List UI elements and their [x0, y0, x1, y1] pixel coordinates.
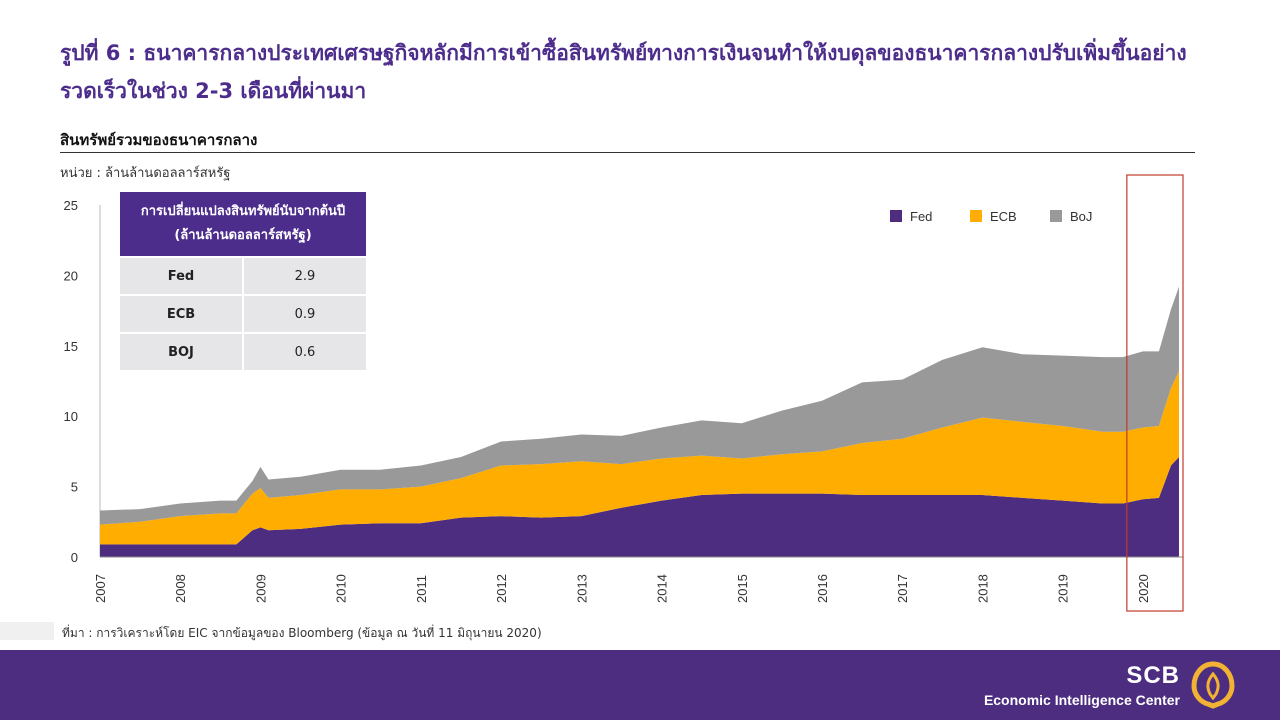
x-tick-label: 2011 [414, 575, 429, 603]
highlight-box [1126, 174, 1184, 612]
x-tick-label: 2009 [253, 574, 268, 603]
source-strip [0, 622, 54, 640]
summary-name: Fed [118, 256, 244, 296]
unit-label: หน่วย : ล้านล้านดอลลาร์สหรัฐ [60, 166, 231, 181]
x-tick-label: 2014 [655, 574, 670, 603]
footer-bar: SCB Economic Intelligence Center [0, 650, 1280, 720]
x-tick-label: 2020 [1136, 574, 1151, 603]
x-tick-label: 2010 [334, 574, 349, 603]
legend-swatch [1050, 210, 1062, 222]
legend-swatch [890, 210, 902, 222]
x-tick-label: 2013 [574, 574, 589, 603]
y-tick-label: 5 [71, 480, 78, 495]
x-tick-label: 2007 [93, 574, 108, 603]
series-area-ecb [100, 371, 1179, 545]
legend-label: Fed [910, 209, 932, 224]
table-row: Fed 2.9 [118, 256, 368, 296]
source-note: ที่มา : การวิเคราะห์โดย EIC จากข้อมูลของ… [62, 626, 542, 640]
legend-label: ECB [990, 209, 1017, 224]
summary-table-header: การเปลี่ยนแปลงสินทรัพย์นับจากต้นปี (ล้าน… [118, 190, 368, 258]
y-tick-label: 10 [64, 409, 78, 424]
x-tick-label: 2018 [975, 574, 990, 603]
x-tick-label: 2012 [494, 574, 509, 603]
summary-value: 0.9 [242, 294, 368, 334]
header-divider [60, 152, 1195, 153]
table-row: BOJ 0.6 [118, 332, 368, 372]
y-tick-label: 20 [64, 268, 78, 283]
page-title: รูปที่ 6 : ธนาคารกลางประเทศเศรษฐกิจหลักม… [60, 41, 1187, 103]
summary-table: การเปลี่ยนแปลงสินทรัพย์นับจากต้นปี (ล้าน… [118, 190, 368, 372]
table-row: ECB 0.9 [118, 294, 368, 334]
y-tick-label: 15 [64, 339, 78, 354]
series-area-fed [100, 457, 1179, 557]
legend-label: BoJ [1070, 209, 1092, 224]
x-tick-label: 2015 [735, 574, 750, 603]
x-tick-label: 2019 [1056, 574, 1071, 603]
summary-value: 2.9 [242, 256, 368, 296]
x-tick-label: 2017 [895, 574, 910, 603]
x-tick-label: 2016 [815, 574, 830, 603]
summary-name: BOJ [118, 332, 244, 372]
stacked-area-chart: 0 5 10 15 20 25 2007 2008 2009 2010 2011 2012 2013 20… [64, 174, 1184, 612]
brand-block: SCB Economic Intelligence Center [984, 662, 1180, 708]
series-area-boj [100, 286, 1179, 525]
chart-subtitle: สินทรัพย์รวมของธนาคารกลาง [60, 131, 258, 149]
legend-swatch [970, 210, 982, 222]
scb-logo-icon [1191, 661, 1235, 709]
summary-name: ECB [118, 294, 244, 334]
x-tick-label: 2008 [173, 574, 188, 603]
summary-value: 0.6 [242, 332, 368, 372]
y-tick-label: 0 [71, 550, 78, 565]
y-tick-label: 25 [64, 198, 78, 213]
brand-tagline: Economic Intelligence Center [983, 692, 1180, 708]
brand-name: SCB [1126, 662, 1180, 689]
